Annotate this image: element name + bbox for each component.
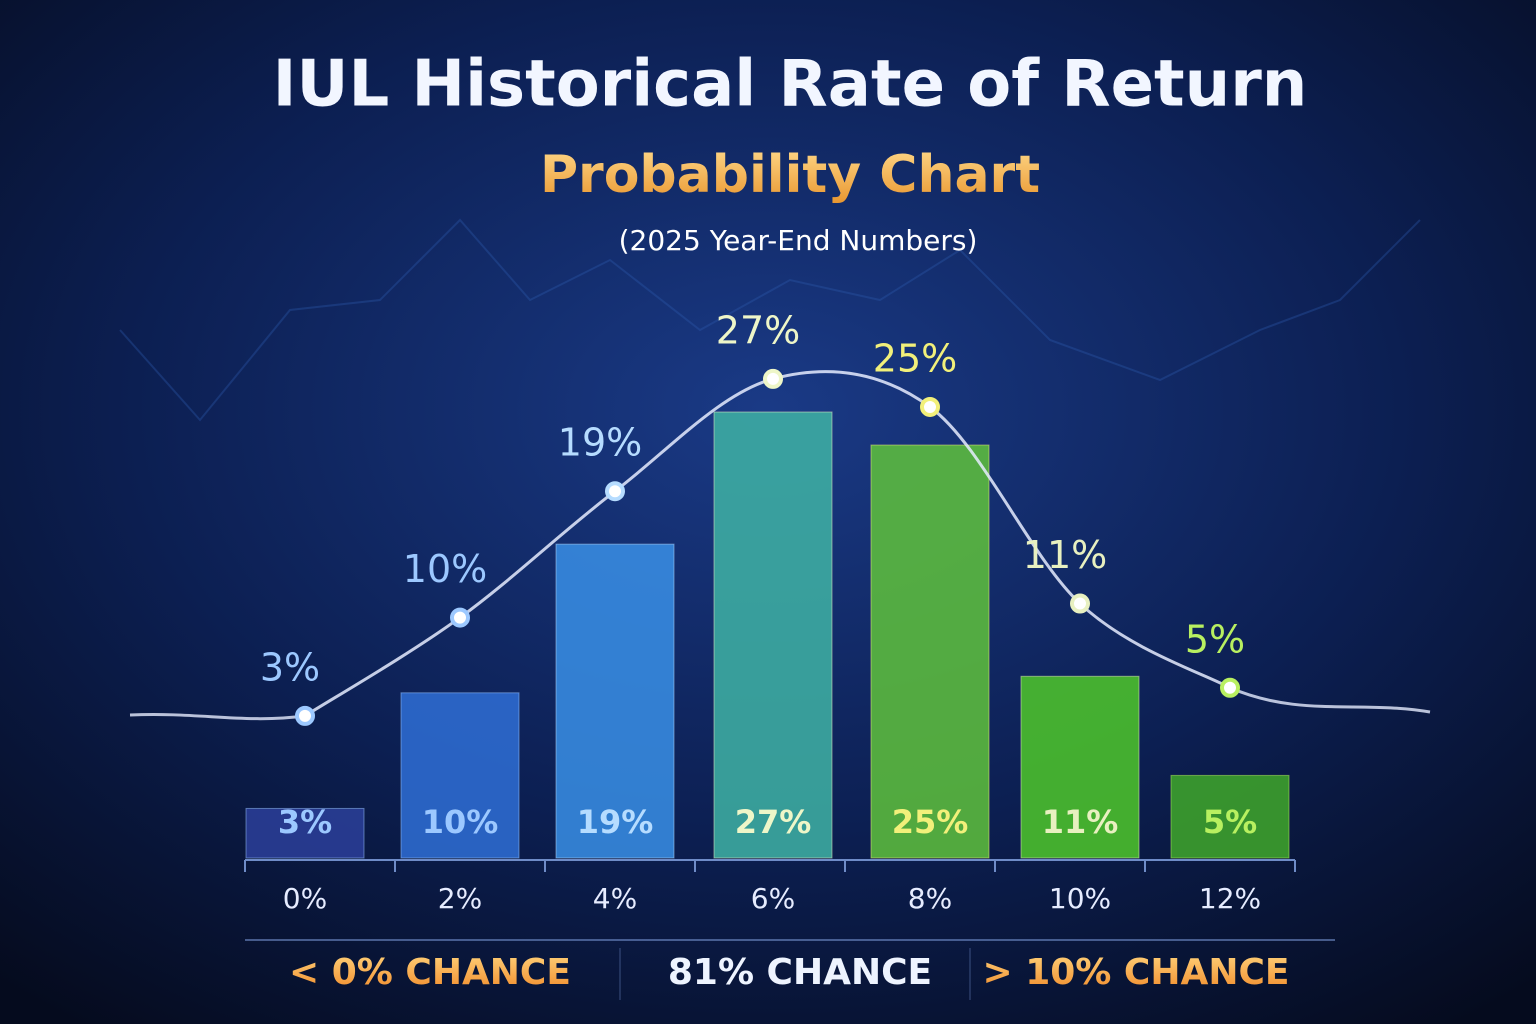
bar [1020, 675, 1140, 859]
x-tick-label: 4% [593, 882, 637, 915]
data-label: 10% [403, 547, 487, 591]
bar [713, 411, 833, 859]
data-label: 11% [1023, 533, 1107, 577]
decor-line [119, 218, 1421, 422]
bar-inner-label: 25% [892, 803, 969, 841]
curve-tail [1229, 686, 1431, 714]
curve-point [920, 396, 940, 417]
bar-inner-label: 10% [422, 803, 499, 841]
bar-inner-label: 3% [278, 803, 332, 841]
x-tick-label: 8% [908, 882, 952, 915]
annotation: < 0% CHANCE [289, 952, 571, 993]
data-label: 3% [260, 645, 320, 689]
bar [1170, 774, 1290, 859]
x-tick-label: 12% [1199, 882, 1261, 915]
bar-inner-label: 27% [735, 803, 812, 841]
curve-point [763, 368, 783, 389]
chart-subtitle: Probability Chart [540, 145, 1040, 205]
annotation: 81% CHANCE [668, 952, 932, 993]
bar-inner-label: 19% [577, 803, 654, 841]
curve-point [605, 481, 625, 502]
x-tick-label: 10% [1049, 882, 1111, 915]
annotation: > 10% CHANCE [983, 952, 1290, 993]
curve-point [450, 607, 470, 628]
curve-tail [129, 713, 306, 721]
bar-inner-label: 11% [1042, 803, 1119, 841]
data-label: 25% [873, 336, 957, 380]
bar [555, 543, 675, 859]
x-tick-label: 0% [283, 882, 327, 915]
chart-note: (2025 Year-End Numbers) [619, 224, 978, 257]
x-tick-label: 6% [751, 882, 795, 915]
data-label: 19% [558, 421, 642, 465]
curve-point [1220, 677, 1240, 698]
curve-point [295, 705, 315, 726]
data-label: 27% [716, 308, 800, 352]
x-tick-label: 2% [438, 882, 482, 915]
curve-point [1070, 593, 1090, 614]
chart-title: IUL Historical Rate of Return [273, 48, 1308, 122]
bar [870, 444, 990, 859]
data-label: 5% [1185, 617, 1245, 661]
bar-inner-label: 5% [1203, 803, 1257, 841]
bar [400, 692, 520, 859]
bar [245, 807, 365, 859]
